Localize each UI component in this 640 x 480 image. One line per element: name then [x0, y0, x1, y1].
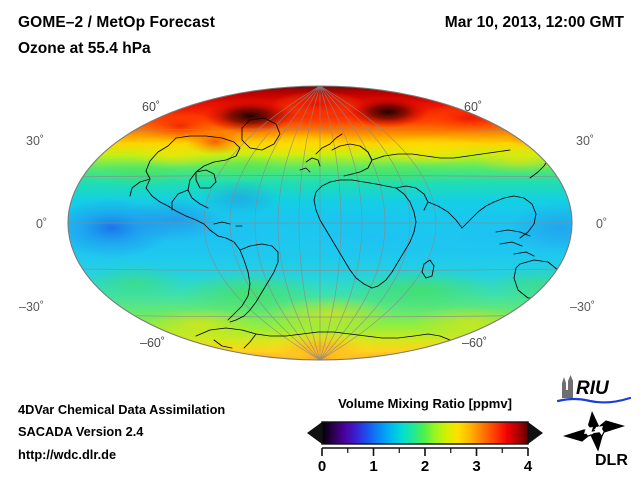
colorbar: Volume Mixing Ratio [ppmv]	[300, 396, 550, 474]
colorbar-extend-min	[307, 422, 322, 444]
page-subtitle: Ozone at 55.4 hPa	[18, 40, 151, 57]
riu-wave-icon	[556, 396, 632, 404]
footer-line-version: SACADA Version 2.4	[18, 424, 144, 439]
colorbar-gradient	[322, 422, 528, 444]
forecast-timestamp: Mar 10, 2013, 12:00 GMT	[444, 14, 624, 31]
footer-line-url: http://wdc.dlr.de	[18, 447, 117, 462]
riu-logo: RIU	[556, 375, 632, 404]
lat-label-inner-60n-left: 60˚	[142, 100, 161, 114]
ozone-field	[68, 86, 572, 360]
map-border	[67, 85, 573, 361]
lat-label-inner-60s-left: –60˚	[140, 336, 166, 350]
colorbar-tick-3: 3	[472, 458, 480, 474]
lat-label-left-30n: 30˚	[26, 134, 45, 148]
colorbar-extend-max	[528, 422, 543, 444]
mollweide-map-svg	[67, 85, 573, 361]
page-title: GOME–2 / MetOp Forecast	[18, 14, 215, 31]
lat-label-right-30s: –30˚	[570, 300, 596, 314]
ozone-map: 30˚ 0˚ –30˚ 30˚ 0˚ –30˚ 60˚ 60˚ –60˚ –60…	[0, 78, 640, 378]
colorbar-tick-4: 4	[524, 458, 533, 474]
lat-label-left-30s: –30˚	[19, 300, 45, 314]
footer-line-assimilation: 4DVar Chemical Data Assimilation	[18, 402, 226, 417]
lat-label-right-30n: 30˚	[576, 134, 595, 148]
colorbar-tick-0: 0	[318, 458, 326, 474]
dlr-pinwheel-icon	[562, 411, 626, 452]
dlr-logo: DLR	[562, 411, 628, 469]
lat-label-left-0: 0˚	[36, 217, 48, 231]
dlr-logo-text: DLR	[595, 452, 628, 469]
riu-tower-icon	[562, 375, 573, 398]
colorbar-tick-1: 1	[369, 458, 377, 474]
riu-logo-text: RIU	[576, 378, 610, 399]
graticule	[68, 86, 572, 360]
colorbar-major-ticks	[321, 448, 529, 456]
colorbar-tick-2: 2	[421, 458, 429, 474]
lat-label-right-0: 0˚	[596, 217, 608, 231]
lat-label-inner-60s-right: –60˚	[462, 336, 488, 350]
colorbar-frame	[321, 421, 529, 445]
lat-label-inner-60n-right: 60˚	[464, 100, 483, 114]
colorbar-title: Volume Mixing Ratio [ppmv]	[338, 396, 512, 411]
colorbar-minor-ticks	[347, 448, 503, 453]
colorbar-svg: 0 1 2 3 4	[307, 421, 543, 474]
